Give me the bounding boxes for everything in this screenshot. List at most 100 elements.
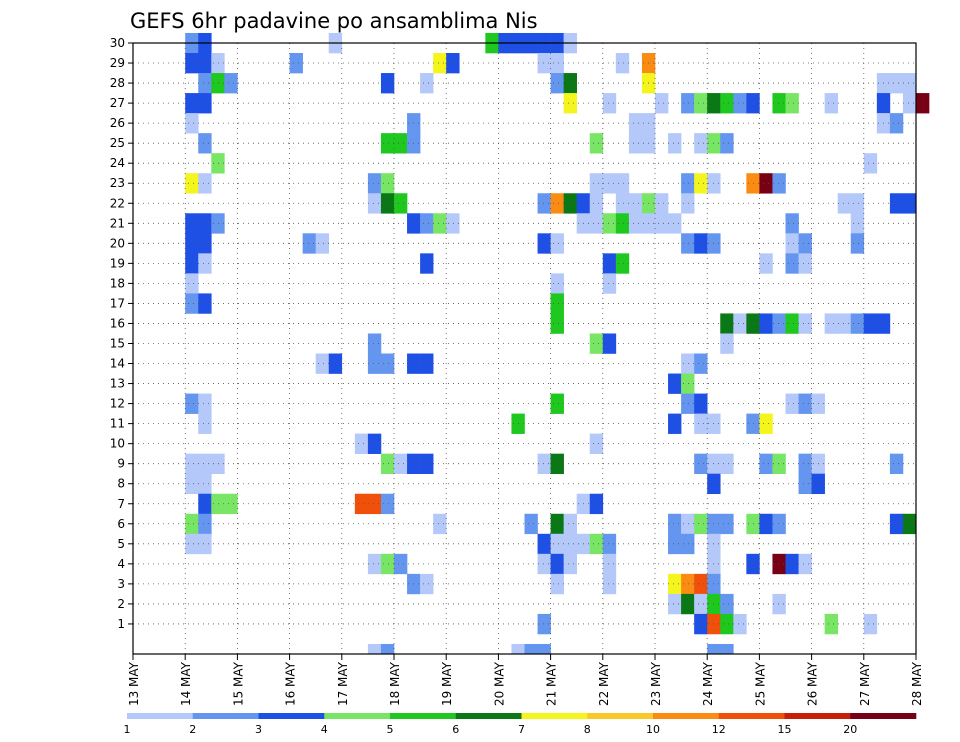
heatmap-cell bbox=[380, 553, 395, 575]
heatmap-cell bbox=[198, 293, 212, 314]
heatmap-cell bbox=[602, 573, 617, 595]
x-tick-label: 22 MAY bbox=[597, 661, 611, 706]
heatmap-cell bbox=[694, 173, 708, 194]
heatmap-cell bbox=[185, 393, 199, 414]
heatmap-cell bbox=[380, 643, 395, 655]
heatmap-cell bbox=[550, 233, 564, 254]
heatmap-cell bbox=[589, 493, 604, 515]
colorbar-label: 2 bbox=[189, 723, 196, 736]
heatmap-cell bbox=[367, 643, 382, 655]
colorbar-label: 10 bbox=[646, 723, 660, 736]
heatmap-cell bbox=[420, 353, 434, 374]
heatmap-cell bbox=[602, 333, 617, 354]
heatmap-cell bbox=[681, 93, 695, 114]
heatmap-cell bbox=[628, 113, 643, 134]
heatmap-cell bbox=[185, 213, 199, 234]
heatmap-cell bbox=[198, 233, 212, 254]
y-tick-label: 17 bbox=[110, 296, 125, 310]
heatmap-cell bbox=[420, 253, 434, 274]
heatmap-cell bbox=[198, 513, 212, 535]
heatmap-cell bbox=[668, 593, 682, 615]
heatmap-cell bbox=[185, 293, 199, 314]
heatmap-cell bbox=[798, 233, 812, 254]
colorbar-label: 8 bbox=[584, 723, 591, 736]
heatmap-cell bbox=[694, 233, 708, 254]
heatmap-cell bbox=[185, 453, 199, 475]
heatmap-cell bbox=[589, 433, 604, 454]
colorbar-segment bbox=[324, 713, 391, 719]
heatmap-cell bbox=[537, 53, 551, 74]
heatmap-cell bbox=[694, 573, 708, 595]
heatmap-cell bbox=[720, 513, 734, 535]
heatmap-cell bbox=[681, 233, 695, 254]
x-tick-label: 16 MAY bbox=[284, 661, 298, 706]
heatmap-cell bbox=[837, 193, 852, 214]
heatmap-cell bbox=[589, 333, 604, 354]
x-axis-ticks: 13 MAY 14 MAY 15 MAY 16 MAY 17 MAY 18 MAY 19 M… bbox=[127, 654, 924, 706]
heatmap-cell bbox=[707, 643, 721, 655]
heatmap-cell bbox=[720, 93, 734, 114]
heatmap-cell bbox=[772, 553, 786, 575]
heatmap-cell bbox=[902, 73, 917, 94]
heatmap-cell bbox=[185, 273, 199, 294]
heatmap-cell bbox=[902, 513, 917, 535]
heatmap-cell bbox=[550, 193, 564, 214]
heatmap-cell bbox=[315, 233, 330, 254]
heatmap-cell bbox=[694, 613, 708, 635]
y-tick-label: 6 bbox=[117, 517, 125, 531]
heatmap-cell bbox=[563, 553, 577, 575]
heatmap-cell bbox=[785, 213, 799, 234]
heatmap-cell bbox=[563, 513, 577, 535]
heatmap-cell bbox=[563, 533, 577, 555]
heatmap-cell bbox=[602, 213, 617, 234]
heatmap-cell bbox=[863, 613, 878, 635]
heatmap-cell bbox=[198, 393, 212, 414]
heatmap-cell bbox=[433, 213, 447, 234]
heatmap-cell bbox=[537, 533, 551, 555]
heatmap-cell bbox=[602, 553, 617, 575]
heatmap-cell bbox=[185, 513, 199, 535]
heatmap-cell bbox=[785, 553, 799, 575]
heatmap-cell bbox=[185, 173, 199, 194]
heatmap-cell bbox=[198, 533, 212, 555]
heatmap-cell bbox=[185, 93, 199, 114]
colorbar-label: 1 bbox=[124, 723, 131, 736]
heatmap-cell bbox=[211, 53, 225, 74]
heatmap-cell bbox=[628, 213, 643, 234]
heatmap-cell bbox=[550, 533, 564, 555]
heatmap-cell bbox=[837, 313, 852, 334]
heatmap-cell bbox=[681, 353, 695, 374]
heatmap-cell bbox=[681, 593, 695, 615]
x-tick-label: 27 MAY bbox=[858, 661, 872, 706]
heatmap-cell bbox=[589, 173, 604, 194]
y-tick-label: 12 bbox=[110, 397, 125, 411]
heatmap-cell bbox=[511, 643, 525, 655]
heatmap-cell bbox=[720, 333, 734, 354]
heatmap-cell bbox=[420, 213, 434, 234]
heatmap-cell bbox=[668, 373, 682, 394]
heatmap-cell bbox=[668, 513, 682, 535]
heatmap-cell bbox=[315, 353, 330, 374]
heatmap-cell bbox=[694, 513, 708, 535]
heatmap-cell bbox=[628, 133, 643, 154]
heatmap-cell bbox=[198, 73, 212, 94]
heatmap-cell bbox=[211, 153, 225, 174]
heatmap-cell bbox=[589, 533, 604, 555]
y-tick-label: 29 bbox=[110, 56, 125, 70]
y-tick-label: 16 bbox=[110, 316, 125, 330]
heatmap-cell bbox=[681, 573, 695, 595]
heatmap-cell bbox=[367, 553, 382, 575]
heatmap-cell bbox=[850, 313, 865, 334]
heatmap-cell bbox=[772, 513, 786, 535]
colorbar-segment bbox=[521, 713, 588, 719]
x-tick-label: 28 MAY bbox=[910, 661, 924, 706]
heatmap-cell bbox=[602, 253, 617, 274]
heatmap-cell bbox=[420, 453, 434, 475]
heatmap-cell bbox=[589, 193, 604, 214]
heatmap-cell bbox=[850, 233, 865, 254]
x-tick-label: 13 MAY bbox=[127, 661, 141, 706]
heatmap-cell bbox=[550, 393, 564, 414]
heatmap-cell bbox=[602, 173, 617, 194]
heatmap-cell bbox=[550, 573, 564, 595]
heatmap-cell bbox=[772, 593, 786, 615]
